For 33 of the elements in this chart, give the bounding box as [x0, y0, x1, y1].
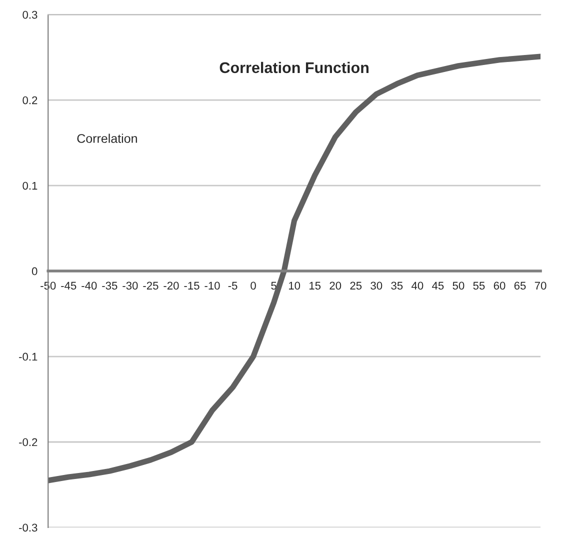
y-tick-label: -0.1 — [19, 352, 38, 361]
x-tick-label: -30 — [122, 282, 138, 290]
x-tick-label: -35 — [102, 282, 118, 290]
x-tick-label: 15 — [310, 282, 321, 290]
x-tick-label: 45 — [432, 282, 444, 290]
text: Correlation Function — [220, 62, 368, 74]
x-tick-label: 70 — [534, 282, 546, 290]
x-tick-label: 35 — [391, 282, 403, 290]
y-tick-label: -0.2 — [19, 438, 38, 446]
x-tick-label: -5 — [228, 282, 238, 290]
x-tick-label: 5 — [271, 282, 276, 290]
x-tick-label: 50 — [452, 282, 464, 290]
x-tick-label: 30 — [370, 282, 382, 290]
x-tick-label: -45 — [61, 282, 76, 290]
x-tick-label: 60 — [494, 282, 506, 290]
x-tick-label: -15 — [184, 282, 200, 290]
x-tick-label: -25 — [143, 282, 158, 290]
y-tick-label: 0.1 — [22, 182, 38, 190]
y-tick-label: 0.3 — [22, 10, 38, 19]
x-tick-label: -20 — [164, 282, 179, 290]
y-axis-title: Correlation — [77, 134, 137, 143]
x-tick-label: 55 — [473, 282, 485, 290]
x-tick-label: -10 — [204, 282, 220, 290]
y-tick-label: 0 — [32, 267, 38, 276]
x-tick-label: 40 — [412, 282, 424, 290]
x-tick-label: 25 — [350, 282, 362, 290]
x-tick-label: 10 — [288, 282, 300, 290]
x-tick-label: 0 — [250, 282, 256, 290]
x-tick-label: 20 — [330, 282, 342, 290]
x-tick-label: 65 — [514, 282, 526, 290]
x-tick-label: -40 — [82, 282, 97, 290]
y-tick-label: -0.3 — [19, 524, 38, 532]
y-tick-label: 0.2 — [22, 96, 38, 104]
